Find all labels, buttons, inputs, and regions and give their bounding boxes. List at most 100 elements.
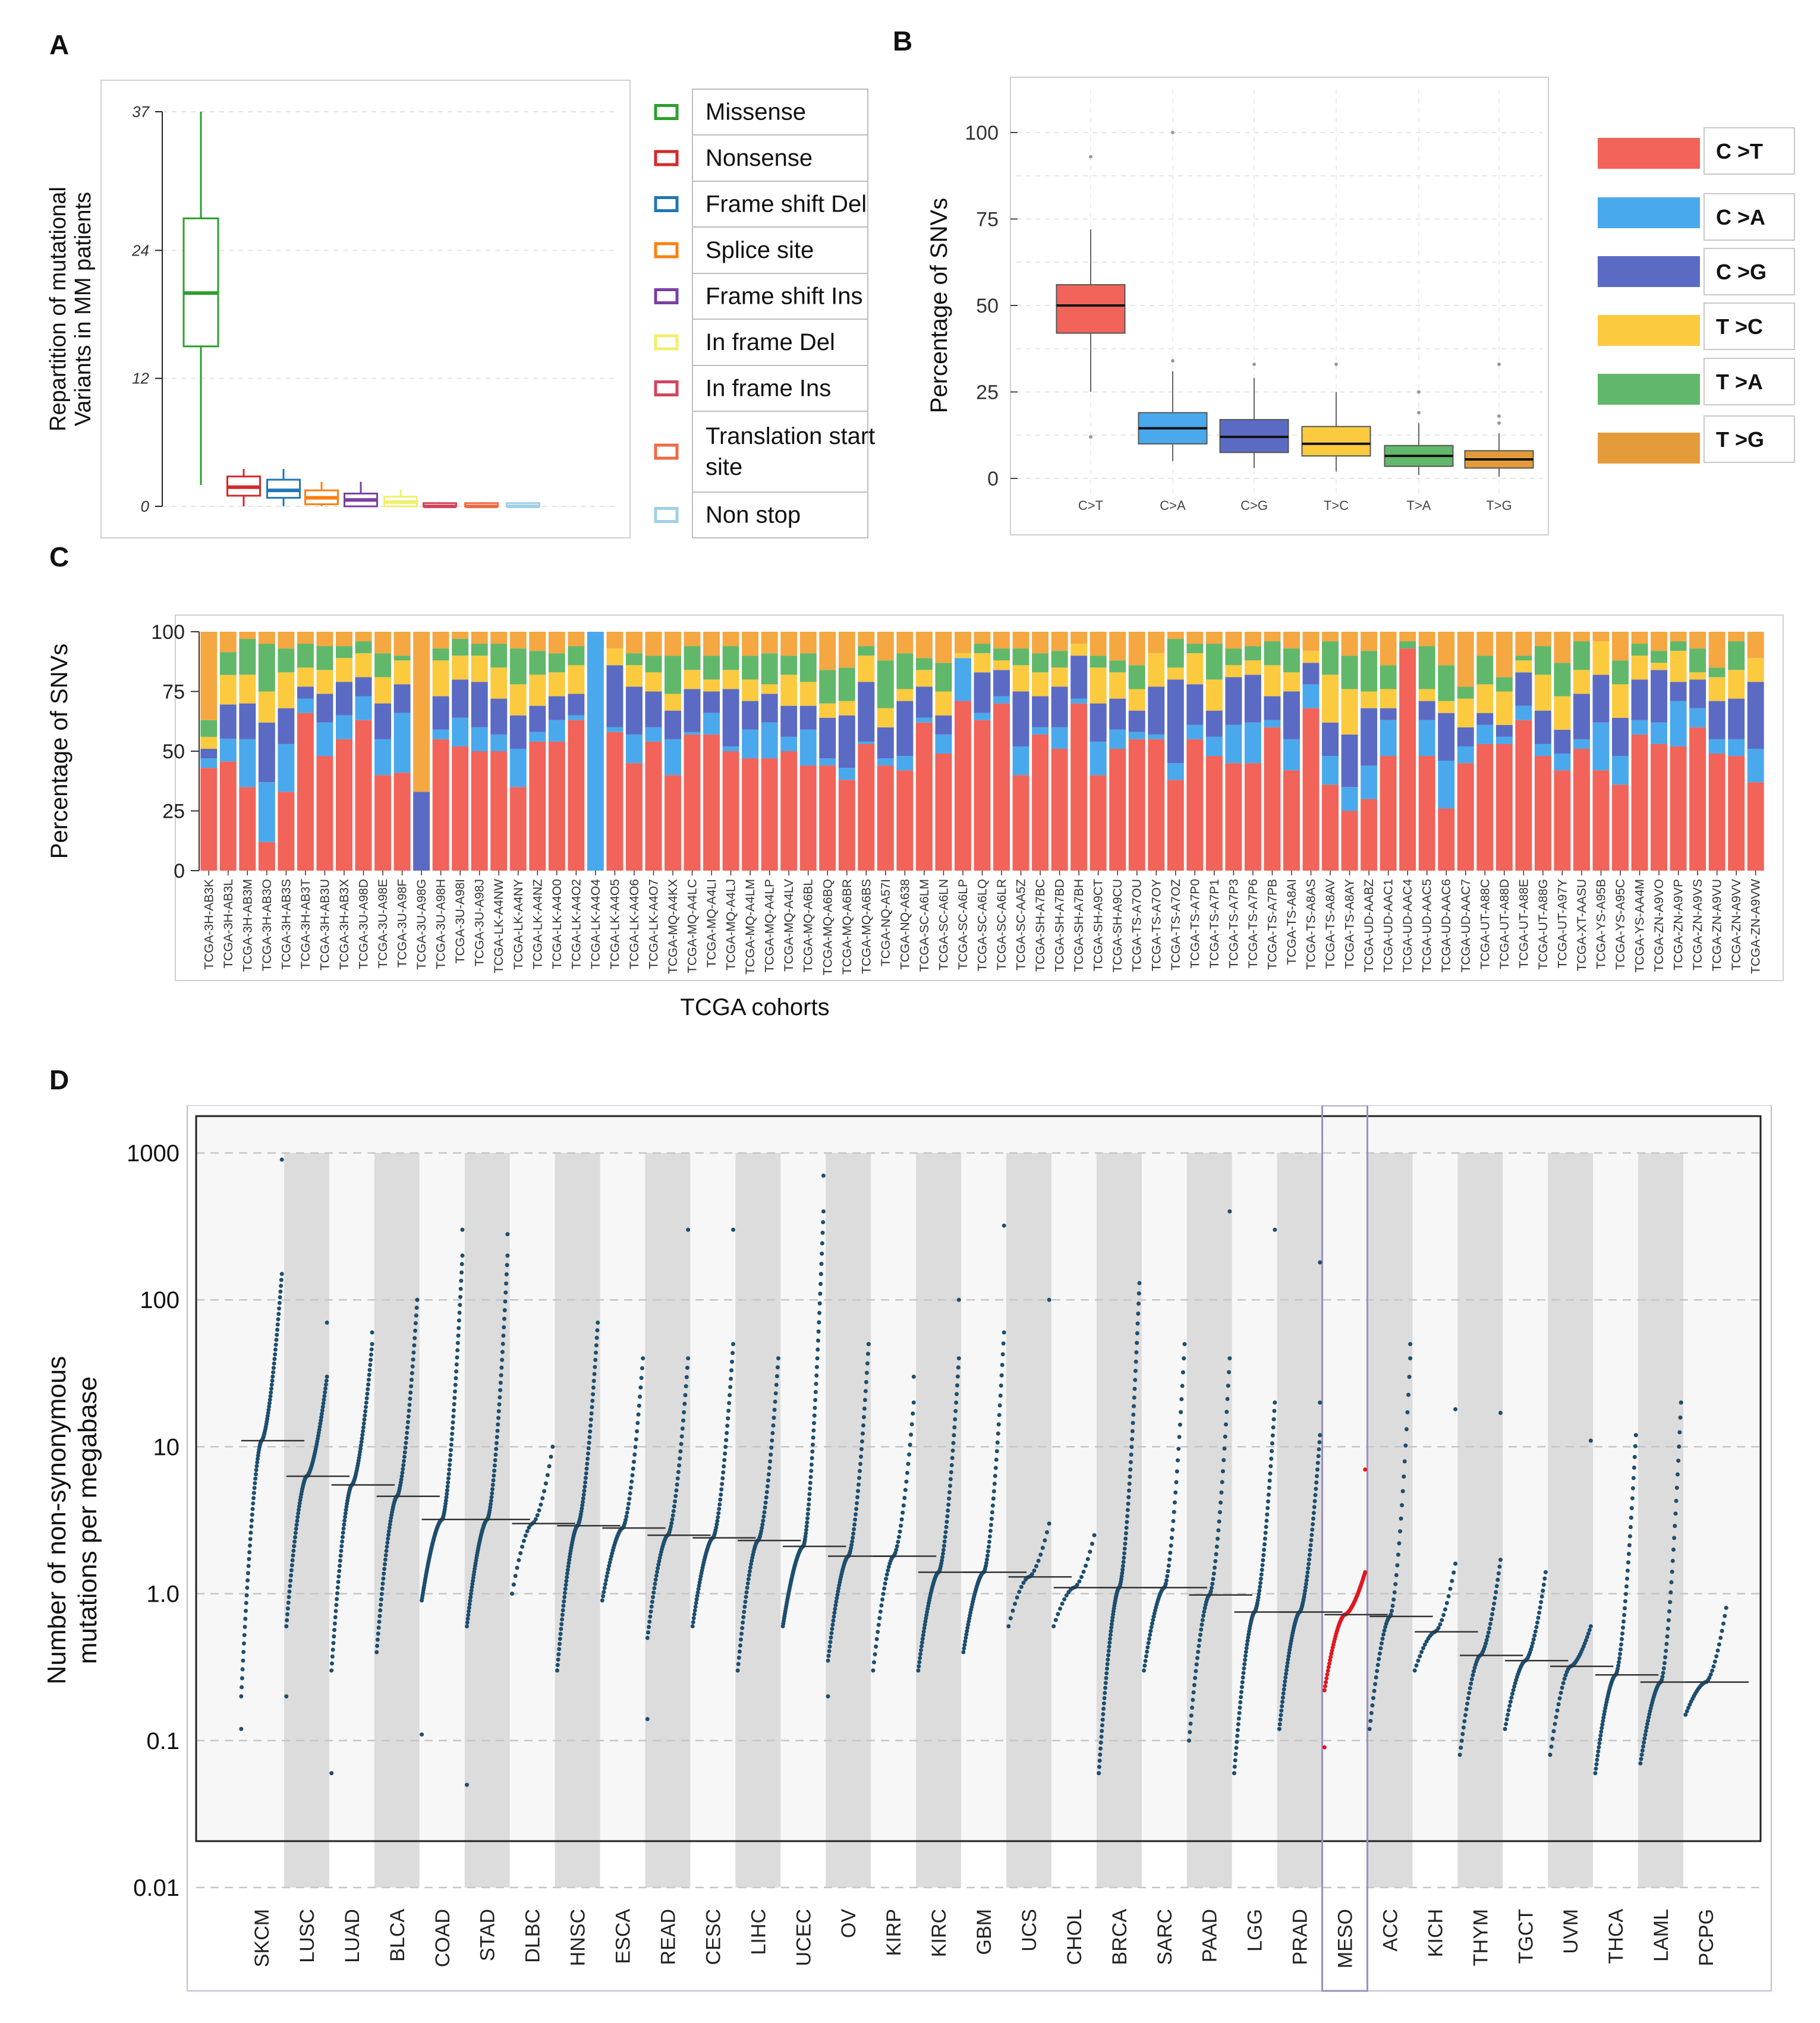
panel-c-segment-t-a — [335, 646, 352, 658]
panel-c-bar-tcga-sh-a9cu — [1109, 632, 1126, 871]
panel-d-point — [883, 1581, 887, 1586]
panel-b-xtick-label: T>G — [1486, 498, 1512, 513]
panel-d-point — [384, 1549, 389, 1554]
panel-d-ytick-label: 0.01 — [133, 1875, 180, 1901]
panel-d-point — [1506, 1712, 1510, 1717]
panel-d-point — [363, 1409, 368, 1414]
panel-c-xtick-label: TCGA-SC-A6LQ — [976, 879, 990, 971]
panel-c-bar-tcga-ud-aac4 — [1399, 632, 1416, 871]
panel-d-point — [685, 1366, 689, 1370]
panel-d-point — [737, 1649, 742, 1654]
panel-d-point — [924, 1612, 929, 1617]
panel-c-segment-c-t — [1148, 739, 1165, 871]
panel-d-point — [991, 1496, 996, 1501]
panel-d-point — [241, 1650, 246, 1655]
panel-d-point — [449, 1448, 454, 1452]
panel-d-point — [695, 1593, 700, 1598]
panel-d-point — [1123, 1542, 1128, 1546]
panel-d-point — [679, 1434, 684, 1439]
panel-d-point — [370, 1342, 374, 1347]
panel-d-point — [1553, 1722, 1557, 1726]
panel-d-point — [561, 1603, 566, 1608]
panel-d-point — [255, 1460, 260, 1465]
panel-b-outlier — [1417, 411, 1421, 415]
panel-d-point — [452, 1402, 456, 1407]
panel-c-bar-tcga-3u-a98j — [471, 632, 488, 871]
panel-d-point — [1108, 1633, 1113, 1637]
panel-c-segment-c-t — [1573, 748, 1590, 871]
panel-d-point — [1287, 1650, 1292, 1655]
panel-d-point — [1202, 1609, 1207, 1614]
panel-d-point — [1663, 1655, 1668, 1660]
panel-d-point — [1194, 1662, 1199, 1667]
panel-d-point — [817, 1301, 822, 1306]
panel-c-xtick-label: TCGA-3H-AB3T — [299, 879, 313, 969]
panel-d-point — [1057, 1606, 1062, 1611]
panel-d-point — [629, 1479, 634, 1484]
panel-c-segment-t-c — [1244, 660, 1261, 675]
panel-d-point — [275, 1328, 279, 1332]
panel-d-point — [832, 1611, 837, 1615]
panel-c-xtick-label: TCGA-3H-AB3U — [318, 879, 332, 970]
panel-c-segment-t-a — [1476, 656, 1494, 685]
panel-c-segment-t-c — [1670, 651, 1687, 682]
panel-c-xtick-label: TCGA-TS-A8AY — [1343, 879, 1357, 969]
panel-d-point — [403, 1445, 408, 1450]
panel-d-band — [1277, 1153, 1323, 1887]
panel-d-point — [723, 1445, 728, 1449]
panel-d-point — [269, 1387, 274, 1391]
panel-label-d: D — [49, 1064, 70, 1095]
panel-c-segment-t-c — [529, 675, 546, 706]
panel-d-ytick-label: 0.1 — [146, 1728, 180, 1754]
panel-b-legend-label: C >A — [1716, 205, 1765, 229]
panel-c-xtick-label: TCGA-ZN-A9VV — [1730, 879, 1743, 970]
panel-c-segment-c-g — [1341, 734, 1358, 787]
panel-d-point — [1043, 1538, 1047, 1543]
panel-d-point — [1079, 1575, 1084, 1580]
panel-d-point — [1213, 1565, 1217, 1570]
panel-d-point — [1322, 1688, 1327, 1693]
panel-d-point — [865, 1351, 870, 1356]
panel-c-bar-tcga-lk-a4ny — [509, 632, 527, 871]
panel-d-point — [330, 1654, 335, 1659]
panel-d-point — [444, 1495, 449, 1500]
panel-d-point — [1618, 1652, 1623, 1656]
panel-d-xtick-label: UCS — [1018, 1909, 1041, 1952]
panel-d-point — [555, 1663, 560, 1668]
panel-c-segment-t-a — [239, 639, 256, 675]
panel-d-point — [1180, 1370, 1185, 1375]
panel-d-point — [1718, 1636, 1723, 1640]
panel-d-point — [1629, 1506, 1634, 1511]
panel-d-column-kich — [1412, 1407, 1478, 1673]
panel-c-segment-c-g — [1651, 670, 1668, 723]
panel-d-point — [1088, 1549, 1092, 1554]
panel-d-point — [245, 1586, 250, 1590]
panel-d-point — [1327, 1661, 1331, 1666]
panel-d-point — [583, 1480, 588, 1485]
panel-d-point — [603, 1581, 607, 1586]
panel-c-segment-t-a — [1032, 653, 1049, 673]
panel-c-segment-t-c — [858, 656, 875, 682]
panel-d-point — [1149, 1625, 1154, 1630]
panel-d-point — [816, 1329, 821, 1334]
panel-c-xtick-label: TCGA-TS-A7OZ — [1169, 879, 1183, 970]
panel-d-point — [696, 1587, 701, 1592]
panel-c-segment-t-g — [1225, 632, 1242, 649]
panel-d-point — [1598, 1737, 1602, 1742]
panel-d-point — [1216, 1528, 1221, 1533]
panel-d-point — [865, 1361, 870, 1366]
panel-b-outlier — [1497, 421, 1501, 425]
panel-c-segment-t-g — [219, 632, 237, 653]
panel-d-point — [1283, 1679, 1287, 1684]
panel-d-point — [1198, 1633, 1202, 1637]
panel-c-segment-c-a — [1476, 724, 1494, 744]
panel-a-legend-label: Missense — [706, 99, 806, 125]
panel-d-point — [268, 1394, 273, 1398]
panel-d-point — [652, 1586, 657, 1590]
panel-c-segment-c-g — [1747, 682, 1764, 749]
panel-d-point — [521, 1539, 526, 1543]
panel-d-point — [1311, 1522, 1315, 1527]
panel-d-point — [1667, 1609, 1672, 1614]
panel-d-xtick-label: PAAD — [1199, 1909, 1221, 1962]
panel-c-segment-t-c — [316, 670, 333, 694]
